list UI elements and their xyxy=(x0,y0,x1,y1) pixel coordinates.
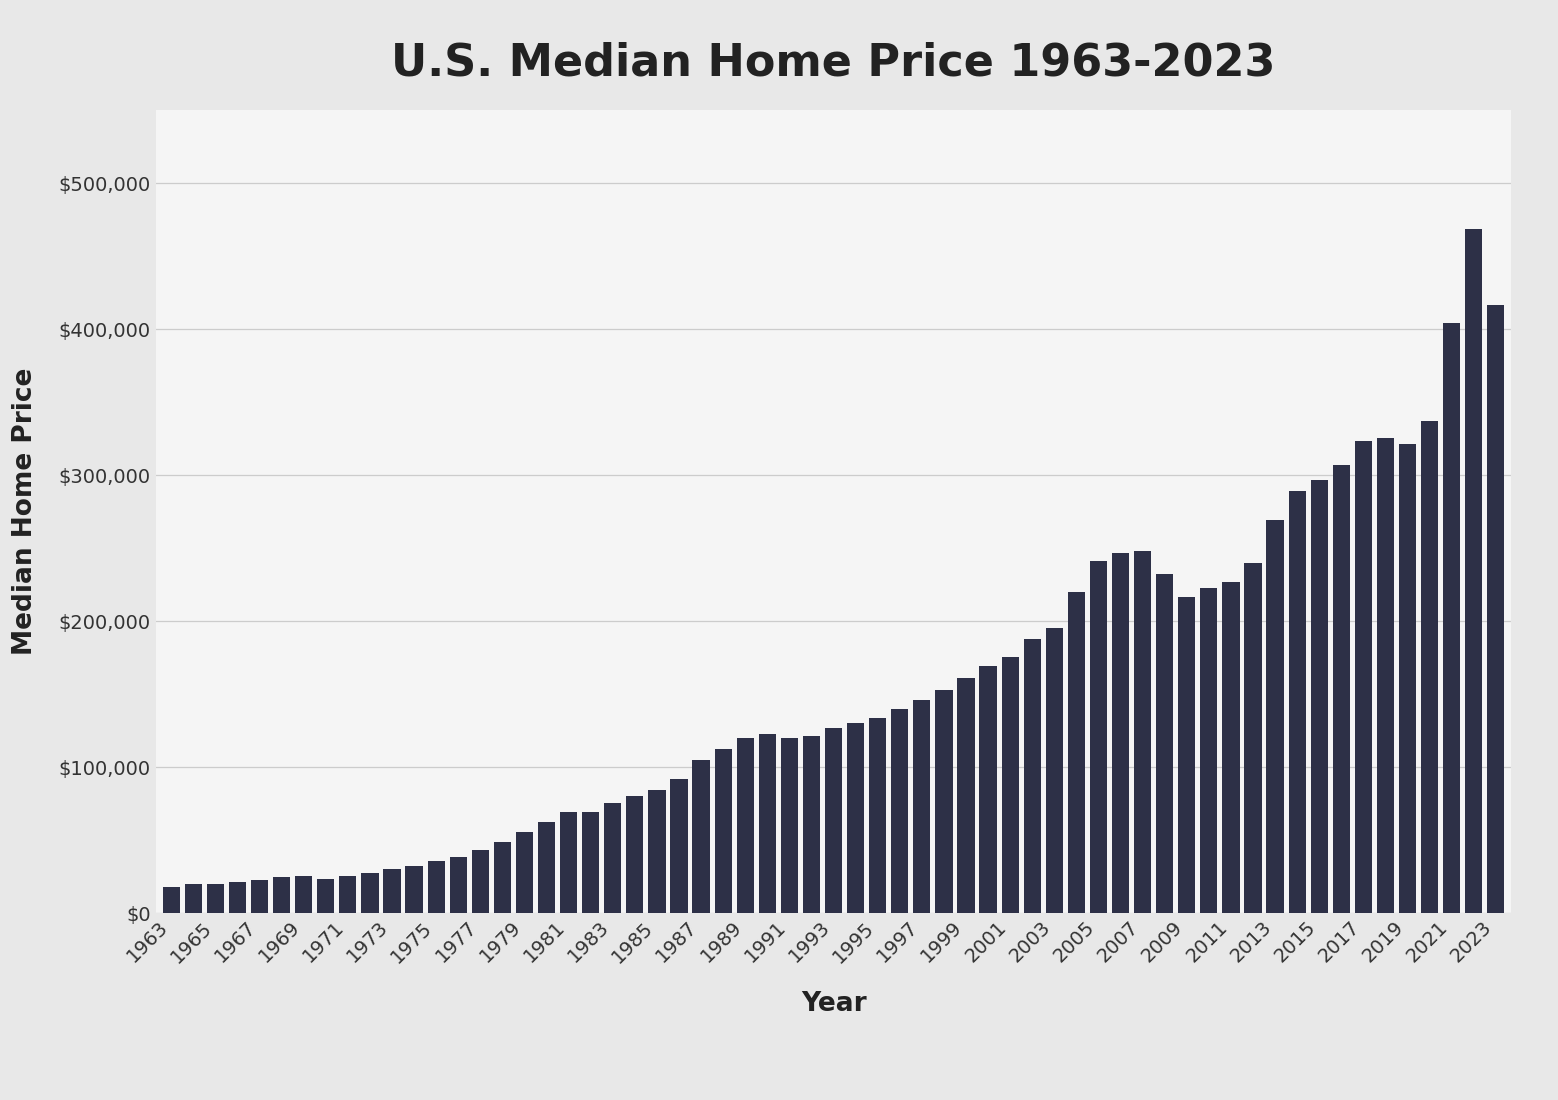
Bar xyxy=(340,877,357,913)
Bar xyxy=(1002,657,1019,913)
Bar xyxy=(737,738,754,913)
Bar xyxy=(891,708,908,913)
Bar xyxy=(1310,481,1327,913)
Bar xyxy=(626,796,643,913)
Bar xyxy=(1332,465,1349,913)
Y-axis label: Median Home Price: Median Home Price xyxy=(12,367,37,656)
Bar xyxy=(450,857,467,913)
Bar xyxy=(538,822,555,913)
Bar xyxy=(648,790,665,913)
Bar xyxy=(1488,306,1505,913)
Bar xyxy=(913,700,930,913)
Bar xyxy=(1134,551,1151,913)
Bar xyxy=(383,869,400,913)
Bar xyxy=(1112,553,1130,913)
Bar xyxy=(605,803,622,913)
Bar xyxy=(1024,639,1041,913)
Bar xyxy=(1267,520,1284,913)
Bar xyxy=(318,879,335,913)
Bar xyxy=(715,749,732,913)
Bar xyxy=(1156,574,1173,913)
Bar xyxy=(229,881,246,913)
Bar xyxy=(1067,593,1084,913)
Bar xyxy=(427,861,444,913)
Bar xyxy=(869,717,887,913)
Bar xyxy=(472,850,489,913)
Bar xyxy=(361,872,379,913)
Bar xyxy=(957,678,975,913)
Bar xyxy=(1200,587,1217,913)
Bar xyxy=(559,813,576,913)
Bar xyxy=(1045,628,1063,913)
Bar xyxy=(185,883,203,913)
Bar xyxy=(692,760,710,913)
Bar xyxy=(494,842,511,913)
Bar xyxy=(405,867,422,913)
Bar xyxy=(207,883,224,913)
Bar xyxy=(802,736,820,913)
Bar xyxy=(273,877,290,913)
Bar xyxy=(1377,438,1394,913)
Bar xyxy=(848,723,865,913)
Bar xyxy=(1443,323,1460,913)
Bar xyxy=(781,738,798,913)
Bar xyxy=(935,691,952,913)
Bar xyxy=(1399,443,1416,913)
Bar xyxy=(1288,492,1306,913)
Bar xyxy=(1421,421,1438,913)
Bar xyxy=(824,728,843,913)
Bar xyxy=(1355,441,1373,913)
Bar xyxy=(251,880,268,913)
Bar xyxy=(583,812,600,913)
Bar xyxy=(1465,229,1482,913)
Bar xyxy=(1091,561,1108,913)
Bar xyxy=(670,779,687,913)
Bar xyxy=(294,876,312,913)
Title: U.S. Median Home Price 1963-2023: U.S. Median Home Price 1963-2023 xyxy=(391,42,1276,85)
X-axis label: Year: Year xyxy=(801,991,866,1018)
Bar xyxy=(1178,596,1195,913)
Bar xyxy=(1245,562,1262,913)
Bar xyxy=(162,887,179,913)
Bar xyxy=(1223,582,1240,913)
Bar xyxy=(759,734,776,913)
Bar xyxy=(516,832,533,913)
Bar xyxy=(980,667,997,913)
